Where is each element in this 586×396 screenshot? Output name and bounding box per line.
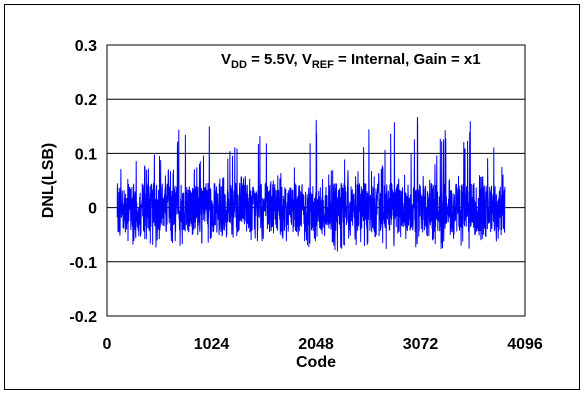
- dnl-series-line: [116, 117, 506, 252]
- x-tick-label: 3072: [403, 336, 439, 353]
- vdd-value: = 5.5V,: [247, 51, 302, 68]
- vref-value: = Internal,: [334, 51, 414, 68]
- condition-annotation: VDD = 5.5V, VREF = Internal, Gain = x1: [221, 51, 481, 71]
- series-group: [116, 117, 506, 252]
- vref-symbol: V: [302, 51, 312, 68]
- y-tick-label: -0.1: [69, 255, 97, 272]
- y-tick-label: 0: [88, 201, 97, 218]
- x-tick-label: 4096: [507, 336, 543, 353]
- vdd-subscript: DD: [231, 59, 247, 71]
- x-tick-labels: 0 1024 2048 3072 4096: [103, 336, 543, 353]
- y-tick-label: 0.3: [75, 38, 97, 55]
- vdd-symbol: V: [221, 51, 231, 68]
- x-tick-label: 1024: [194, 336, 230, 353]
- gain-value: Gain = x1: [413, 51, 480, 68]
- y-tick-label: 0.1: [75, 146, 97, 163]
- y-tick-labels: -0.2 -0.1 0 0.1 0.2 0.3: [69, 38, 97, 326]
- x-axis-title: Code: [296, 354, 336, 371]
- x-tick-label: 2048: [298, 336, 334, 353]
- x-tick-label: 0: [103, 336, 112, 353]
- vref-subscript: REF: [312, 59, 334, 71]
- plot-area-border: [106, 44, 526, 317]
- y-tick-label: -0.2: [69, 309, 97, 326]
- y-tick-label: 0.2: [75, 92, 97, 109]
- y-axis-title: DNL(LSB): [40, 143, 57, 219]
